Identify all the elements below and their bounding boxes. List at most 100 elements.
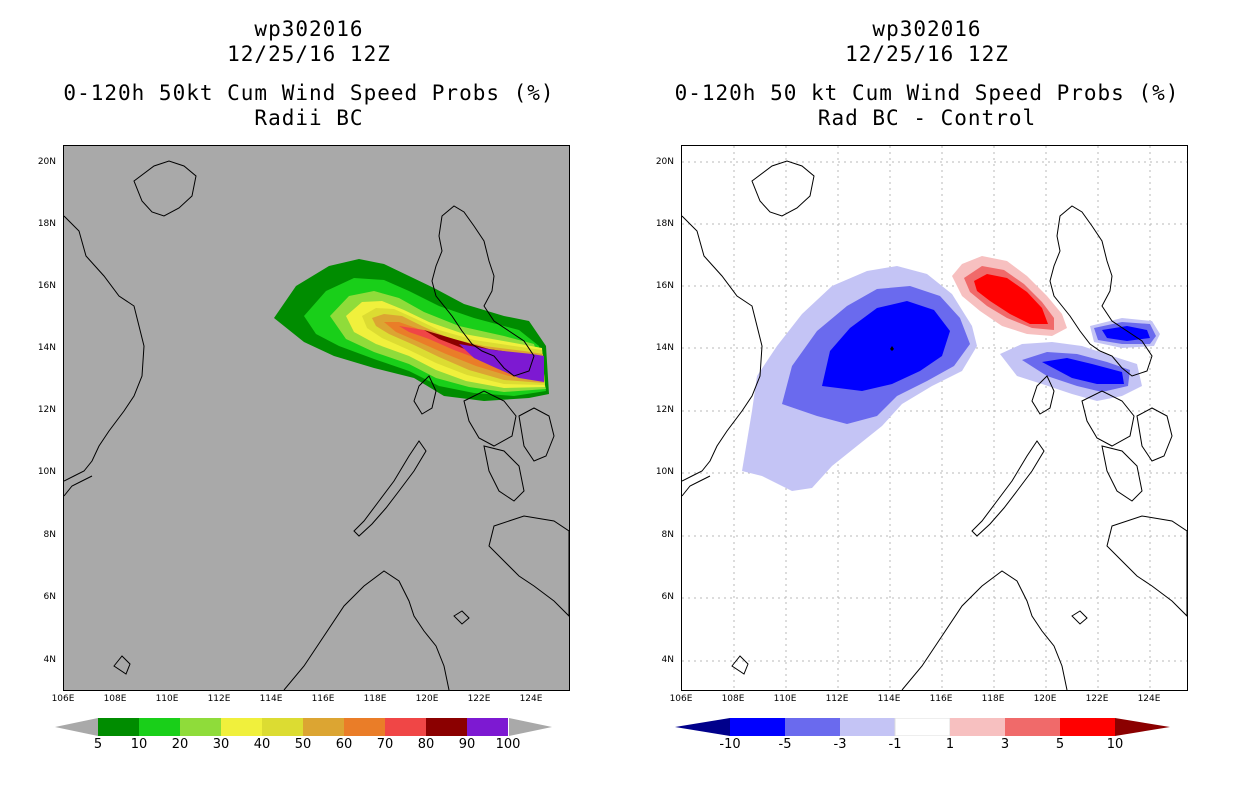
right-lon-label: 108E bbox=[721, 694, 745, 704]
right-cbar-label: -5 bbox=[778, 737, 792, 752]
left-coastlines bbox=[64, 160, 569, 690]
right-lat-label: 16N bbox=[655, 281, 674, 291]
left-colorbar-swatch bbox=[98, 718, 139, 736]
left-map-svg bbox=[64, 146, 569, 690]
left-map-background bbox=[64, 146, 569, 690]
right-lon-label: 114E bbox=[877, 694, 901, 704]
right-gridlines bbox=[682, 146, 1187, 690]
left-cbar-label: 100 bbox=[495, 737, 521, 752]
left-lon-label: 124E bbox=[519, 694, 543, 704]
left-cbar-label: 60 bbox=[335, 737, 353, 752]
left-lon-label: 108E bbox=[103, 694, 127, 704]
right-cbar-label: -10 bbox=[719, 737, 741, 752]
left-lat-label: 8N bbox=[43, 530, 56, 540]
right-colorbar-swatch bbox=[894, 718, 951, 736]
right-lat-label: 12N bbox=[655, 405, 674, 415]
left-lon-label: 116E bbox=[311, 694, 335, 704]
left-colorbar-end-left bbox=[55, 718, 98, 736]
right-colorbar-swatch bbox=[1005, 718, 1060, 736]
left-colorbar-swatch bbox=[385, 718, 426, 736]
right-colorbar-end-left bbox=[675, 718, 730, 736]
right-colorbar-end-right bbox=[1115, 718, 1170, 736]
right-lon-label: 112E bbox=[825, 694, 849, 704]
left-cbar-label: 5 bbox=[93, 737, 103, 752]
left-cbar-label: 20 bbox=[171, 737, 189, 752]
left-subtitle: Radii BC bbox=[254, 106, 364, 130]
left-lon-label: 106E bbox=[51, 694, 75, 704]
left-cbar-label: 80 bbox=[417, 737, 435, 752]
left-probability-contours bbox=[274, 259, 549, 401]
left-cbar-label: 70 bbox=[376, 737, 394, 752]
left-lon-label: 112E bbox=[207, 694, 231, 704]
right-lon-label: 110E bbox=[773, 694, 797, 704]
left-cbar-label: 30 bbox=[212, 737, 230, 752]
left-cbar-label: 90 bbox=[458, 737, 476, 752]
left-lat-label: 16N bbox=[37, 281, 56, 291]
right-colorbar bbox=[675, 718, 1170, 736]
left-colorbar-swatch bbox=[139, 718, 180, 736]
left-colorbar bbox=[55, 718, 552, 736]
left-storm-id: wp302016 bbox=[254, 17, 364, 41]
right-lat-label: 20N bbox=[655, 157, 674, 167]
right-cbar-label: 10 bbox=[1106, 737, 1124, 752]
right-colorbar-swatch bbox=[1060, 718, 1115, 736]
right-lon-label: 118E bbox=[981, 694, 1005, 704]
left-product-title: 0-120h 50kt Cum Wind Speed Probs (%) bbox=[63, 81, 555, 105]
right-title-block: wp302016 12/25/16 12Z 0-120h 50 kt Cum W… bbox=[618, 17, 1236, 131]
right-colorbar-swatch bbox=[950, 718, 1005, 736]
left-lat-label: 18N bbox=[37, 219, 56, 229]
right-lon-label: 120E bbox=[1033, 694, 1057, 704]
right-subtitle: Rad BC - Control bbox=[817, 106, 1037, 130]
left-cbar-label: 50 bbox=[294, 737, 312, 752]
right-difference-contours bbox=[742, 256, 1160, 491]
left-lat-label: 20N bbox=[37, 157, 56, 167]
left-colorbar-swatch bbox=[180, 718, 221, 736]
right-map-svg bbox=[682, 146, 1187, 690]
right-lon-label: 106E bbox=[669, 694, 693, 704]
right-lon-label: 116E bbox=[929, 694, 953, 704]
right-colorbar-swatch bbox=[840, 718, 895, 736]
right-coastlines bbox=[682, 160, 1187, 690]
left-title-block: wp302016 12/25/16 12Z 0-120h 50kt Cum Wi… bbox=[0, 17, 618, 131]
right-lat-label: 8N bbox=[661, 530, 674, 540]
right-lat-label: 4N bbox=[661, 655, 674, 665]
right-cbar-label: 1 bbox=[945, 737, 955, 752]
left-colorbar-end-right bbox=[509, 718, 552, 736]
left-cbar-label: 40 bbox=[253, 737, 271, 752]
left-lat-label: 14N bbox=[37, 343, 56, 353]
left-lon-label: 110E bbox=[155, 694, 179, 704]
right-storm-id: wp302016 bbox=[872, 17, 982, 41]
right-colorbar-swatch bbox=[785, 718, 840, 736]
left-lat-label: 12N bbox=[37, 405, 56, 415]
right-cbar-label: 5 bbox=[1055, 737, 1065, 752]
left-colorbar-swatch bbox=[426, 718, 467, 736]
left-colorbar-swatch bbox=[467, 718, 508, 736]
right-datetime: 12/25/16 12Z bbox=[845, 42, 1009, 66]
left-cbar-label: 10 bbox=[130, 737, 148, 752]
left-colorbar-swatch bbox=[303, 718, 344, 736]
right-map bbox=[681, 145, 1188, 691]
right-lat-label: 6N bbox=[661, 592, 674, 602]
right-product-title: 0-120h 50 kt Cum Wind Speed Probs (%) bbox=[674, 81, 1180, 105]
left-lat-label: 6N bbox=[43, 592, 56, 602]
left-lon-label: 120E bbox=[415, 694, 439, 704]
right-lat-label: 10N bbox=[655, 467, 674, 477]
left-lon-label: 114E bbox=[259, 694, 283, 704]
left-lat-label: 4N bbox=[43, 655, 56, 665]
right-lat-label: 14N bbox=[655, 343, 674, 353]
right-cbar-label: -3 bbox=[833, 737, 847, 752]
right-lat-label: 18N bbox=[655, 219, 674, 229]
left-colorbar-swatch bbox=[221, 718, 262, 736]
left-lon-label: 122E bbox=[467, 694, 491, 704]
right-lon-label: 124E bbox=[1137, 694, 1161, 704]
left-lat-label: 10N bbox=[37, 467, 56, 477]
right-cbar-label: 3 bbox=[1000, 737, 1010, 752]
right-cbar-label: -1 bbox=[888, 737, 902, 752]
right-colorbar-swatch bbox=[730, 718, 785, 736]
left-colorbar-swatch bbox=[344, 718, 385, 736]
left-colorbar-swatch bbox=[262, 718, 303, 736]
left-datetime: 12/25/16 12Z bbox=[227, 42, 391, 66]
right-lon-label: 122E bbox=[1085, 694, 1109, 704]
left-map bbox=[63, 145, 570, 691]
left-lon-label: 118E bbox=[363, 694, 387, 704]
